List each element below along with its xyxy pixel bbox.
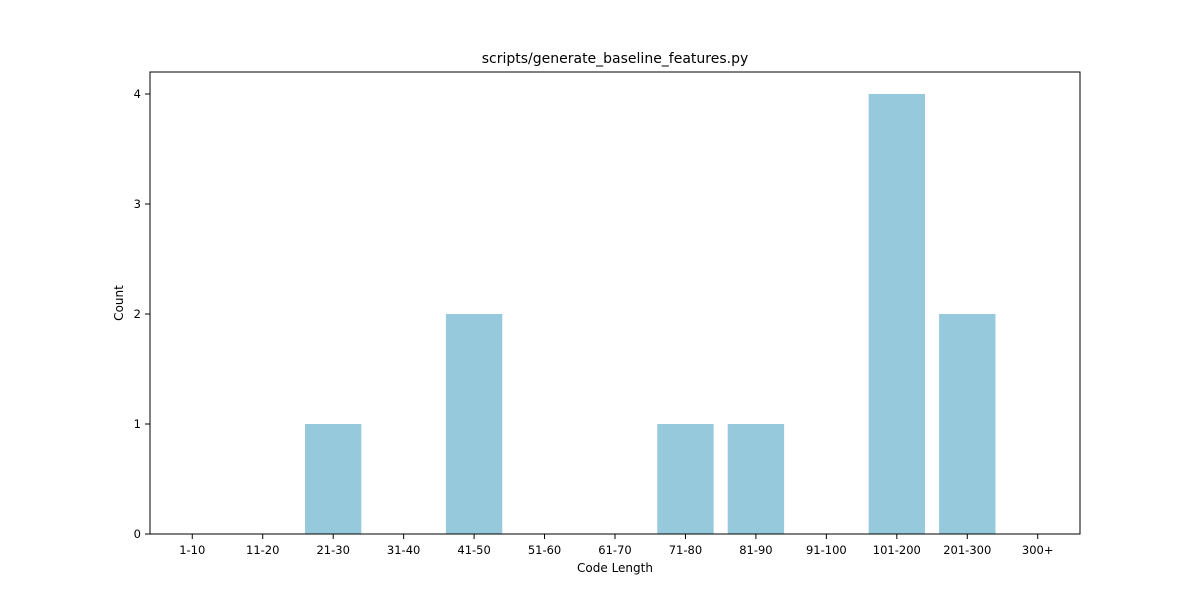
y-axis-label: Count: [112, 285, 126, 321]
x-tick-label: 300+: [1022, 543, 1054, 557]
y-axis-ticks: 0 1 2 3 4: [134, 87, 150, 541]
x-tick-label: 201-300: [943, 543, 991, 557]
x-axis-label: Code Length: [577, 561, 653, 575]
bars-layer: [305, 94, 996, 534]
chart-title: scripts/generate_baseline_features.py: [482, 51, 749, 67]
x-tick-label: 21-30: [316, 543, 349, 557]
bar-201-300: [939, 314, 996, 534]
x-tick-label: 101-200: [873, 543, 921, 557]
x-tick-label: 1-10: [179, 543, 205, 557]
x-tick-label: 41-50: [457, 543, 490, 557]
y-tick-label: 1: [134, 417, 141, 431]
y-tick-label: 0: [134, 527, 141, 541]
x-tick-label: 81-90: [739, 543, 772, 557]
bar-71-80: [657, 424, 714, 534]
y-tick-label: 2: [134, 307, 141, 321]
x-tick-label: 11-20: [246, 543, 279, 557]
x-tick-label: 51-60: [528, 543, 561, 557]
bar-21-30: [305, 424, 362, 534]
bar-81-90: [727, 424, 785, 534]
bar-101-200: [868, 94, 925, 534]
x-tick-label: 31-40: [387, 543, 420, 557]
plot-frame: [149, 71, 1081, 535]
x-axis-ticks: 1-10 11-20 21-30 31-40 41-50 51-60 61-70 71-80 8…: [179, 534, 1054, 557]
x-tick-label: 91-100: [806, 543, 847, 557]
y-tick-label: 3: [134, 197, 141, 211]
bar-41-50: [445, 314, 503, 534]
x-tick-label: 61-70: [598, 543, 631, 557]
y-tick-label: 4: [134, 87, 141, 101]
x-tick-label: 71-80: [669, 543, 702, 557]
